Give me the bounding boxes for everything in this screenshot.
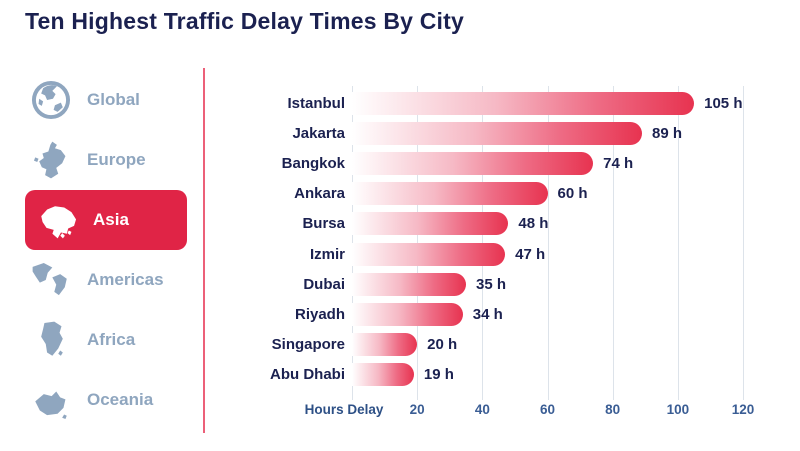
bar-row-izmir: Izmir 47 h xyxy=(235,239,795,269)
delay-bar xyxy=(352,302,463,326)
traffic-delay-bar-chart: Istanbul 105 h Jakarta 89 h Bangkok 74 h Ankar… xyxy=(235,86,795,426)
value-label: 60 h xyxy=(557,185,588,203)
delay-bar xyxy=(352,91,695,115)
delay-bar xyxy=(352,212,509,236)
delay-bar xyxy=(352,121,642,145)
value-label: 20 h xyxy=(427,336,458,354)
category-label: Abu Dhabi xyxy=(270,366,345,384)
value-label: 74 h xyxy=(603,154,634,172)
value-label: 105 h xyxy=(704,94,743,112)
x-tick-20: 20 xyxy=(409,402,425,417)
delay-bar xyxy=(352,182,548,206)
category-label: Ankara xyxy=(294,185,345,203)
delay-bar xyxy=(352,363,414,387)
sidebar-item-americas[interactable]: Americas xyxy=(25,250,187,310)
sidebar-item-label: Asia xyxy=(93,210,129,229)
americas-map-icon xyxy=(25,257,77,303)
sidebar-item-asia[interactable]: Asia xyxy=(25,190,187,250)
sidebar-divider xyxy=(203,68,205,433)
bar-row-riyadh: Riyadh 34 h xyxy=(235,299,795,329)
sidebar-item-africa[interactable]: Africa xyxy=(25,310,187,370)
sidebar-item-label: Oceania xyxy=(87,390,154,409)
bar-row-istanbul: Istanbul 105 h xyxy=(235,88,795,118)
sidebar-item-label: Africa xyxy=(87,330,136,349)
sidebar-item-global[interactable]: Global xyxy=(25,70,187,130)
category-label: Singapore xyxy=(271,336,345,354)
category-label: Dubai xyxy=(303,275,345,293)
gridline-100 xyxy=(677,86,679,400)
oceania-map-icon xyxy=(25,377,77,423)
asia-map-icon xyxy=(31,197,83,243)
bar-row-bangkok: Bangkok 74 h xyxy=(235,148,795,178)
x-tick-100: 100 xyxy=(666,402,690,417)
bar-row-jakarta: Jakarta 89 h xyxy=(235,118,795,148)
x-axis-title: Hours Delay xyxy=(304,402,384,417)
delay-bar xyxy=(352,333,418,357)
category-label: Izmir xyxy=(309,245,345,263)
gridline-60 xyxy=(547,86,549,400)
category-label: Istanbul xyxy=(287,94,345,112)
region-sidebar: Global Europe Asia Americas Africa Oceania xyxy=(25,70,187,430)
x-axis: Hours Delay 20 40 60 80 100 120 xyxy=(235,402,795,424)
x-tick-80: 80 xyxy=(605,402,621,417)
bar-row-abu-dhabi: Abu Dhabi 19 h xyxy=(235,360,795,390)
value-label: 47 h xyxy=(515,245,546,263)
gridline-80 xyxy=(612,86,614,400)
page-title: Ten Highest Traffic Delay Times By City xyxy=(25,8,464,34)
europe-map-icon xyxy=(25,137,77,183)
category-label: Bursa xyxy=(302,215,345,233)
delay-bar xyxy=(352,151,594,175)
value-label: 48 h xyxy=(518,215,549,233)
x-tick-60: 60 xyxy=(539,402,556,417)
bar-row-bursa: Bursa 48 h xyxy=(235,209,795,239)
globe-icon xyxy=(25,77,77,123)
value-label: 89 h xyxy=(651,124,682,142)
category-label: Bangkok xyxy=(281,154,345,172)
africa-map-icon xyxy=(25,317,77,363)
bar-row-singapore: Singapore 20 h xyxy=(235,330,795,360)
bar-row-ankara: Ankara 60 h xyxy=(235,179,795,209)
sidebar-item-label: Americas xyxy=(87,270,164,289)
category-label: Riyadh xyxy=(294,305,345,323)
sidebar-item-oceania[interactable]: Oceania xyxy=(25,370,187,430)
value-label: 34 h xyxy=(472,305,503,323)
sidebar-item-europe[interactable]: Europe xyxy=(25,130,187,190)
x-tick-40: 40 xyxy=(474,402,490,417)
chart-rows: Istanbul 105 h Jakarta 89 h Bangkok 74 h Ankar… xyxy=(235,88,795,390)
gridline-120 xyxy=(743,86,744,400)
delay-bar xyxy=(352,242,506,266)
value-label: 19 h xyxy=(423,366,454,384)
category-label: Jakarta xyxy=(292,124,345,142)
value-label: 35 h xyxy=(476,275,507,293)
x-tick-120: 120 xyxy=(731,402,755,417)
delay-bar xyxy=(352,272,467,296)
sidebar-item-label: Global xyxy=(87,90,140,109)
bar-row-dubai: Dubai 35 h xyxy=(235,269,795,299)
sidebar-item-label: Europe xyxy=(87,150,146,169)
